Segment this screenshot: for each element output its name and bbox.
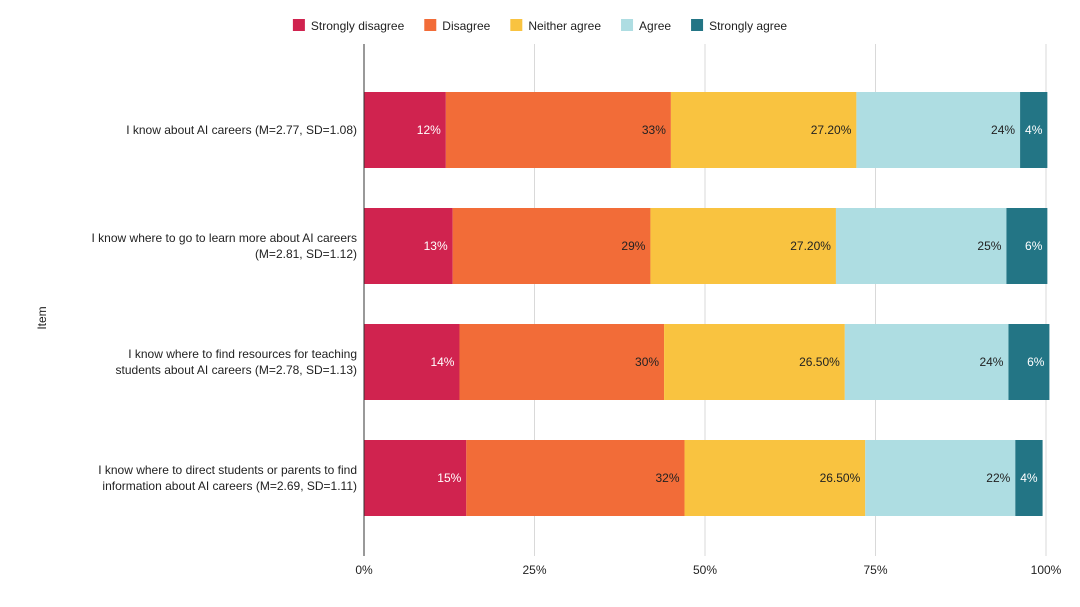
bar-segment	[364, 92, 446, 168]
data-label: 4%	[1020, 471, 1038, 485]
legend-swatch	[510, 19, 523, 31]
category-label: I know where to go to learn more about A…	[92, 231, 357, 245]
y-axis-title: Item	[35, 306, 49, 329]
bar-segment	[835, 208, 1007, 284]
legend-item[interactable]: Disagree	[424, 19, 491, 33]
data-label: 12%	[417, 123, 441, 137]
x-tick-label: 100%	[1031, 563, 1062, 577]
bar-segment	[1020, 92, 1048, 168]
category-label: information about AI careers (M=2.69, SD…	[102, 479, 357, 493]
data-label: 24%	[979, 355, 1003, 369]
legend-item[interactable]: Strongly disagree	[292, 19, 405, 33]
bar-segment	[1008, 324, 1050, 400]
legend[interactable]: Strongly disagree Disagree Neither agree Ag…	[292, 19, 788, 33]
bar-segment	[364, 440, 467, 516]
data-label: 26.50%	[799, 355, 840, 369]
bar-segment	[670, 92, 857, 168]
bar-segment	[459, 324, 665, 400]
axes: 0% 25% 50% 75% 100% Item I know about AI caree…	[35, 44, 1062, 577]
bar-segment	[650, 208, 836, 284]
data-labels: 12% 33% 27.20% 24% 4% 13% 29% 27.20% 25% 6% 14% 30%…	[417, 123, 1045, 485]
bar-segment	[364, 324, 460, 400]
bar-segment	[664, 324, 845, 400]
data-label: 13%	[424, 239, 448, 253]
category-label: (M=2.81, SD=1.12)	[255, 247, 357, 261]
bar-segment	[445, 92, 671, 168]
data-label: 32%	[656, 471, 680, 485]
legend-item[interactable]: Strongly agree	[691, 19, 787, 33]
data-label: 26.50%	[820, 471, 861, 485]
data-label: 14%	[430, 355, 454, 369]
legend-label: Strongly disagree	[311, 19, 405, 33]
data-label: 24%	[991, 123, 1015, 137]
data-label: 15%	[437, 471, 461, 485]
legend-swatch	[424, 19, 437, 31]
data-label: 22%	[986, 471, 1010, 485]
category-label: I know about AI careers (M=2.77, SD=1.08…	[126, 123, 357, 137]
data-label: 29%	[621, 239, 645, 253]
data-label: 6%	[1025, 239, 1043, 253]
data-label: 4%	[1025, 123, 1043, 137]
legend-label: Strongly agree	[709, 19, 787, 33]
bar-segment	[1006, 208, 1048, 284]
category-label: I know where to find resources for teach…	[128, 347, 357, 361]
x-tick-label: 25%	[522, 563, 546, 577]
data-label: 25%	[977, 239, 1001, 253]
x-tick-label: 75%	[863, 563, 887, 577]
bar-segment	[452, 208, 651, 284]
x-tick-label: 50%	[693, 563, 717, 577]
bar-segment	[856, 92, 1021, 168]
legend-label: Agree	[639, 19, 671, 33]
legend-swatch	[691, 19, 704, 31]
category-label: I know where to direct students or paren…	[98, 463, 357, 477]
category-label: students about AI careers (M=2.78, SD=1.…	[116, 363, 357, 377]
data-label: 30%	[635, 355, 659, 369]
data-label: 6%	[1027, 355, 1045, 369]
legend-label: Disagree	[442, 19, 490, 33]
legend-label: Neither agree	[528, 19, 601, 33]
bar-segment	[1015, 440, 1043, 516]
bar-segment	[364, 208, 453, 284]
data-label: 27.20%	[790, 239, 831, 253]
bar-segment	[844, 324, 1009, 400]
x-tick-label: 0%	[355, 563, 373, 577]
legend-swatch	[621, 19, 634, 31]
legend-item[interactable]: Agree	[621, 19, 671, 33]
data-label: 33%	[642, 123, 666, 137]
legend-swatch	[292, 19, 305, 31]
bars	[364, 92, 1050, 516]
data-label: 27.20%	[811, 123, 852, 137]
bar-segment	[865, 440, 1016, 516]
bar-segment	[684, 440, 866, 516]
bar-segment	[466, 440, 685, 516]
legend-item[interactable]: Neither agree	[510, 19, 601, 33]
